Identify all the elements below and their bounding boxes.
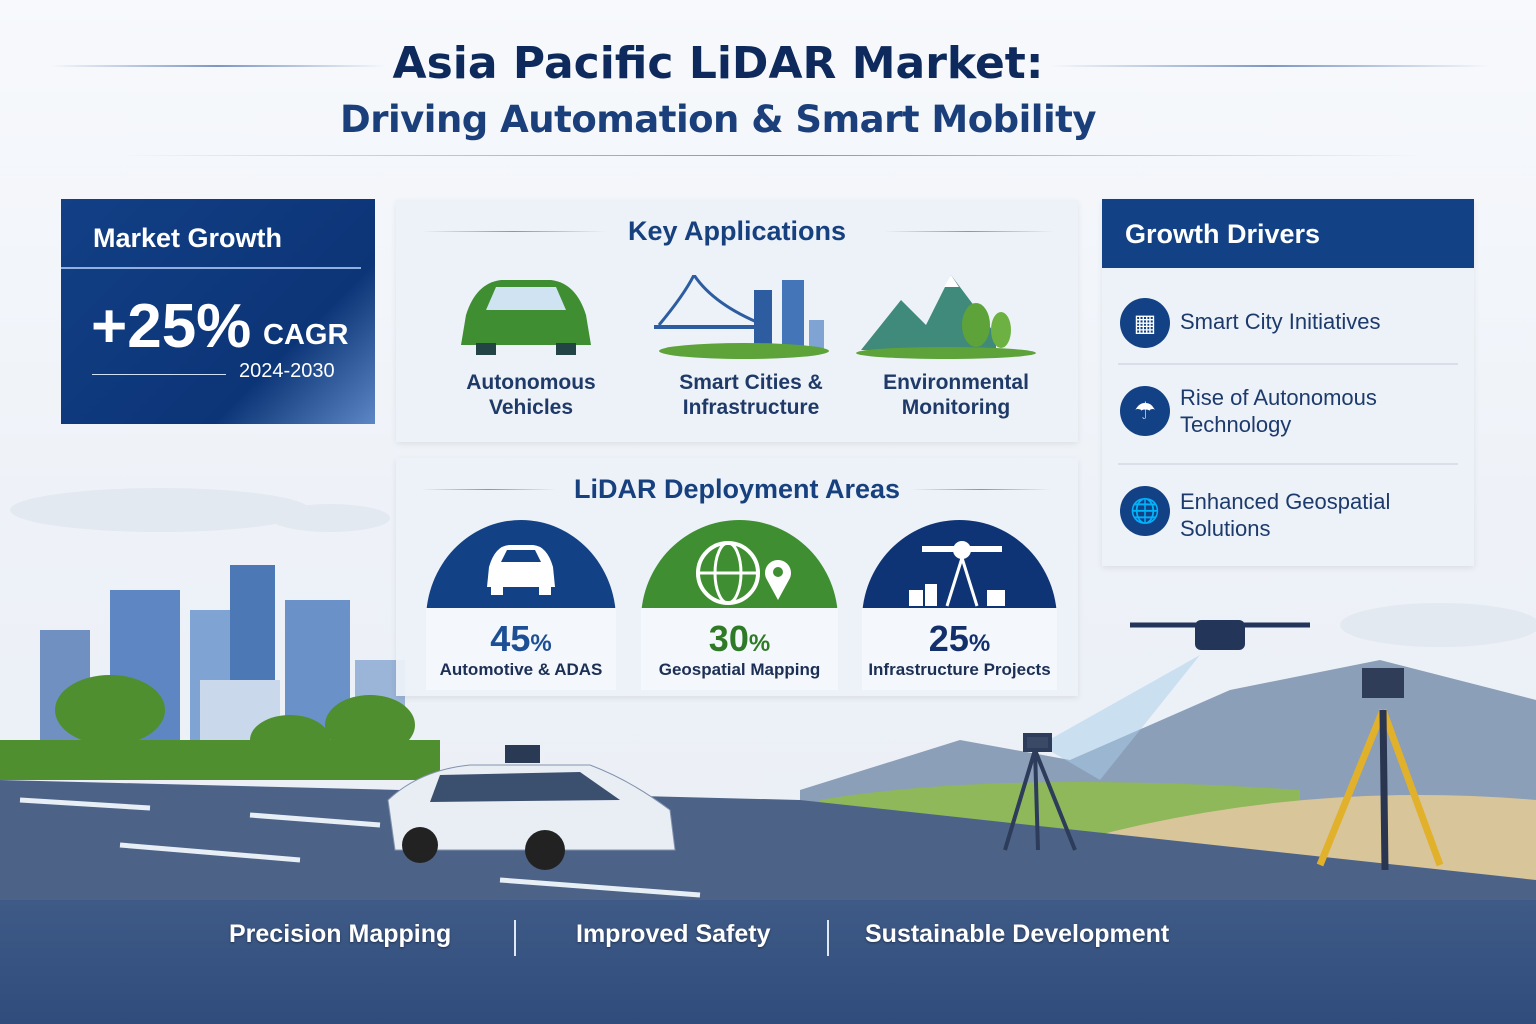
cagr-value: +25%: [91, 292, 252, 361]
growth-drivers-panel: Growth Drivers ▦ Smart City Initiatives …: [1102, 199, 1474, 566]
deployment-panel: LiDAR Deployment Areas 45% Automotive & A…: [396, 458, 1078, 696]
stat-value: 25: [928, 618, 969, 659]
deployment-infrastructure: 25% Infrastructure Projects: [862, 520, 1057, 690]
cagr-period: 2024-2030: [239, 360, 335, 382]
app-label: Environmental: [883, 371, 1029, 394]
autonomous-car: [387, 745, 676, 870]
title-rule-right: [1050, 65, 1490, 67]
tripod-scanner-large: [1316, 668, 1444, 871]
stat-unit: %: [968, 630, 991, 657]
divider: [1118, 463, 1458, 465]
app-smart-cities: Smart Cities & Infrastructure: [651, 370, 851, 420]
cagr-label: CAGR: [263, 319, 349, 351]
stat-card: 25% Infrastructure Projects: [862, 608, 1057, 690]
app-label: Autonomous: [466, 371, 596, 394]
stat-label: Infrastructure Projects: [868, 660, 1051, 679]
road: [0, 780, 1536, 910]
rule: [911, 489, 1051, 490]
app-autonomous-vehicles: Autonomous Vehicles: [431, 370, 631, 420]
growth-drivers-title: Growth Drivers: [1102, 199, 1474, 268]
driver-label-line: Solutions: [1180, 516, 1271, 541]
market-growth-card: Market Growth +25% CAGR 2024-2030: [61, 199, 375, 424]
key-applications-title: Key Applications: [627, 216, 847, 246]
app-label: Monitoring: [901, 396, 1011, 419]
page-title: Asia Pacific LiDAR Market:: [392, 38, 1044, 89]
tripod-scanner-small: [1003, 733, 1077, 851]
driver-label-line: Technology: [1180, 412, 1292, 437]
app-environmental-monitoring: Environmental Monitoring: [856, 370, 1056, 420]
mountains-trees-icon: [856, 275, 1036, 359]
driver-geospatial: 🌐 Enhanced Geospatial Solutions: [1118, 486, 1458, 566]
app-label: Smart Cities &: [679, 371, 823, 394]
stat-card: 45% Automotive & ADAS: [426, 608, 616, 690]
stat-card: 30% Geospatial Mapping: [641, 608, 838, 690]
driver-smart-city: ▦ Smart City Initiatives: [1118, 298, 1458, 378]
divider: [61, 267, 361, 269]
stat-value: 30: [708, 618, 749, 659]
benefit-precision-mapping: Precision Mapping: [229, 920, 452, 948]
rule: [884, 231, 1054, 232]
driver-label-line: Enhanced Geospatial: [1180, 489, 1391, 514]
trees: [0, 675, 440, 780]
drone: [1130, 620, 1310, 650]
clouds: [10, 488, 1536, 647]
surveying-scanner-icon: [909, 541, 1005, 607]
app-label: Infrastructure: [682, 396, 820, 419]
landscape-illustration: [0, 488, 1536, 910]
driver-label: Enhanced Geospatial Solutions: [1180, 488, 1390, 542]
lightbulb-icon: ☂: [1120, 386, 1170, 436]
driver-autonomous-tech: ☂ Rise of Autonomous Technology: [1118, 384, 1458, 466]
deployment-automotive: 45% Automotive & ADAS: [426, 520, 616, 690]
stat-unit: %: [748, 630, 771, 657]
rule: [421, 231, 606, 232]
car-icon: [487, 545, 555, 595]
benefit-improved-safety: Improved Safety: [576, 920, 771, 948]
car-icon: [461, 280, 591, 355]
app-label: Vehicles: [488, 396, 574, 419]
benefits-band: [0, 900, 1536, 1024]
lane-markings: [19, 797, 701, 898]
driver-label: Smart City Initiatives: [1180, 309, 1381, 334]
divider: [514, 920, 516, 956]
rule: [421, 489, 556, 490]
divider: [827, 920, 829, 956]
stat-unit: %: [530, 630, 552, 657]
stat-label: Automotive & ADAS: [439, 660, 603, 679]
title-rule-left: [50, 65, 385, 67]
divider: [92, 374, 226, 375]
buildings-icon: ▦: [1120, 298, 1170, 348]
bridge-city-icon: [654, 275, 829, 359]
stat-value: 45: [490, 618, 531, 659]
page-subtitle: Driving Automation & Smart Mobility: [340, 98, 1096, 141]
deployment-title: LiDAR Deployment Areas: [573, 474, 901, 504]
globe-pin-icon: [696, 541, 791, 605]
divider: [1118, 363, 1458, 365]
benefit-sustainable-development: Sustainable Development: [865, 920, 1170, 948]
globe-icon: 🌐: [1120, 486, 1170, 536]
deployment-geospatial: 30% Geospatial Mapping: [641, 520, 838, 690]
key-applications-panel: Key Applications Autonomous Vehicles Smar…: [396, 200, 1078, 442]
scan-beam: [1040, 655, 1200, 780]
market-growth-title: Market Growth: [93, 223, 283, 253]
stat-label: Geospatial Mapping: [658, 660, 821, 679]
driver-label-line: Rise of Autonomous: [1180, 385, 1377, 410]
subtitle-rule: [120, 155, 1420, 156]
driver-label: Rise of Autonomous Technology: [1180, 384, 1377, 438]
